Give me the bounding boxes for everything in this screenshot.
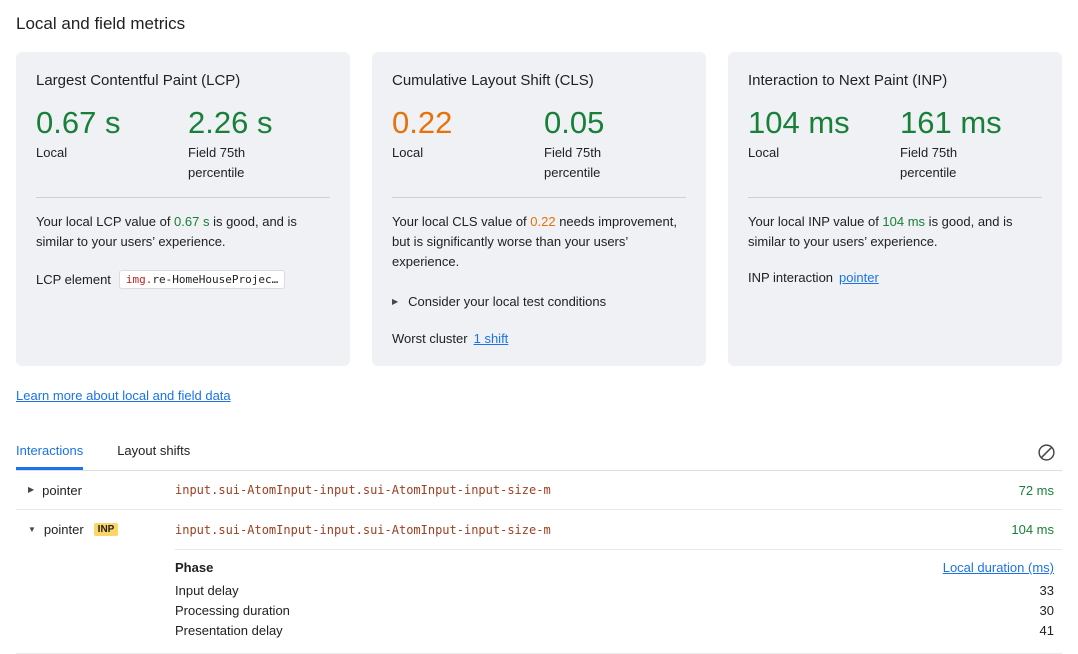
- lcp-field-metric: 2.26 s Field 75th percentile: [188, 105, 330, 183]
- cls-description: Your local CLS value of 0.22 needs impro…: [392, 212, 686, 272]
- lcp-local-value: 0.67 s: [36, 105, 121, 140]
- inp-card-title: Interaction to Next Paint (INP): [748, 72, 948, 89]
- cls-field-value: 0.05: [544, 105, 605, 140]
- local-duration-header-link[interactable]: Local duration (ms): [942, 560, 1054, 575]
- inp-desc-prefix: Your local INP value of: [748, 214, 883, 229]
- lcp-element-chip-rest: re-HomeHouseProjec…: [152, 273, 279, 286]
- inp-local-value: 104 ms: [748, 105, 850, 140]
- phase-header: Phase: [175, 560, 214, 575]
- phase-row-processing-duration: Processing duration 30: [175, 601, 1054, 621]
- interactions-table: ▶ pointer input.sui-AtomInput-input.sui-…: [16, 471, 1062, 654]
- lcp-metrics: 0.67 s Local 2.26 s Field 75th percentil…: [36, 105, 330, 183]
- cls-field-label: Field 75th percentile: [544, 145, 602, 180]
- tabs-bar: Interactions Layout shifts: [16, 437, 1062, 471]
- lcp-local-label: Local: [36, 145, 68, 160]
- inp-interaction-link[interactable]: pointer: [839, 270, 879, 285]
- phase-label: Presentation delay: [175, 623, 283, 638]
- phase-label: Input delay: [175, 583, 239, 598]
- learn-more-link[interactable]: Learn more about local and field data: [16, 388, 231, 403]
- inp-local-label: Local: [748, 145, 780, 160]
- divider: [748, 197, 1042, 198]
- worst-cluster-label: Worst cluster: [392, 331, 468, 346]
- worst-cluster-row: Worst cluster 1 shift: [392, 331, 686, 346]
- lcp-desc-suffix: is good, and is similar to your users’ e…: [36, 214, 297, 249]
- disclosure-label: Consider your local test conditions: [408, 294, 607, 309]
- inp-field-label: Field 75th percentile: [900, 145, 958, 180]
- lcp-card: Largest Contentful Paint (LCP) 0.67 s Lo…: [16, 52, 350, 366]
- interaction-row-group-expanded: ▼ pointer INP input.sui-AtomInput-input.…: [16, 510, 1062, 654]
- lcp-field-value: 2.26 s: [188, 105, 273, 140]
- interaction-name: pointer: [43, 522, 84, 537]
- chevron-right-icon[interactable]: ▶: [28, 485, 35, 494]
- clear-filter-button[interactable]: [1037, 443, 1062, 470]
- inp-interaction-row: INP interaction pointer: [748, 270, 1042, 285]
- cls-metrics: 0.22 Local 0.05 Field 75th percentile: [392, 105, 686, 183]
- inp-description: Your local INP value of 104 ms is good, …: [748, 212, 1042, 252]
- cls-desc-suffix: needs improvement, but is significantly …: [392, 214, 677, 269]
- lcp-desc-prefix: Your local LCP value of: [36, 214, 175, 229]
- cls-local-value: 0.22: [392, 105, 453, 140]
- phase-row-presentation-delay: Presentation delay 41: [175, 621, 1054, 641]
- cls-desc-prefix: Your local CLS value of: [392, 214, 531, 229]
- interaction-duration: 104 ms: [1011, 522, 1054, 537]
- lcp-card-title: Largest Contentful Paint (LCP): [36, 72, 241, 89]
- lcp-description: Your local LCP value of 0.67 s is good, …: [36, 212, 330, 252]
- lcp-local-metric: 0.67 s Local: [36, 105, 188, 183]
- interaction-row-pointer-2[interactable]: ▼ pointer INP input.sui-AtomInput-input.…: [16, 510, 1062, 549]
- lcp-element-chip-tag: img.: [125, 273, 153, 286]
- inp-metrics: 104 ms Local 161 ms Field 75th percentil…: [748, 105, 1042, 183]
- interaction-row-left: ▶ pointer: [16, 483, 175, 498]
- lcp-field-label: Field 75th percentile: [188, 145, 246, 180]
- interaction-target-selector: input.sui-AtomInput-input.sui-AtomInput-…: [175, 522, 551, 537]
- page-title: Local and field metrics: [16, 14, 186, 33]
- divider: [36, 197, 330, 198]
- block-icon: [1037, 443, 1056, 462]
- worst-cluster-link[interactable]: 1 shift: [473, 331, 509, 346]
- cls-local-label: Local: [392, 145, 424, 160]
- phase-value: 33: [1039, 583, 1054, 598]
- lcp-element-row: LCP element img.re-HomeHouseProjec…: [36, 270, 330, 289]
- inp-desc-value: 104 ms: [882, 214, 926, 229]
- lcp-element-chip[interactable]: img.re-HomeHouseProjec…: [118, 270, 286, 289]
- cls-local-metric: 0.22 Local: [392, 105, 544, 183]
- phase-detail-header: Phase Local duration (ms): [175, 560, 1054, 575]
- lcp-element-label: LCP element: [36, 272, 111, 287]
- tab-interactions[interactable]: Interactions: [16, 437, 83, 470]
- inp-field-metric: 161 ms Field 75th percentile: [900, 105, 1042, 183]
- inp-desc-suffix: is good, and is similar to your users’ e…: [748, 214, 1013, 249]
- interaction-row-left: ▼ pointer INP: [16, 522, 175, 537]
- metric-cards: Largest Contentful Paint (LCP) 0.67 s Lo…: [16, 52, 1062, 366]
- tab-layout-shifts[interactable]: Layout shifts: [117, 443, 191, 458]
- phase-row-input-delay: Input delay 33: [175, 581, 1054, 601]
- chevron-right-icon: ▶: [392, 296, 399, 306]
- chevron-down-icon[interactable]: ▼: [28, 524, 36, 534]
- divider: [392, 197, 686, 198]
- interaction-duration: 72 ms: [1018, 482, 1054, 498]
- inp-local-metric: 104 ms Local: [748, 105, 900, 183]
- local-test-conditions-disclosure[interactable]: ▶ Consider your local test conditions: [392, 294, 686, 309]
- cls-field-metric: 0.05 Field 75th percentile: [544, 105, 686, 183]
- phase-value: 41: [1039, 623, 1054, 638]
- phase-label: Processing duration: [175, 603, 290, 618]
- inp-badge: INP: [93, 523, 119, 536]
- phase-value: 30: [1039, 603, 1054, 618]
- inp-field-value: 161 ms: [900, 105, 1002, 140]
- interaction-target-selector: input.sui-AtomInput-input.sui-AtomInput-…: [175, 483, 551, 497]
- interaction-name: pointer: [42, 482, 82, 498]
- inp-card: Interaction to Next Paint (INP) 104 ms L…: [728, 52, 1062, 366]
- interaction-phase-detail: Phase Local duration (ms) Input delay 33…: [175, 549, 1062, 653]
- interaction-row-pointer-1[interactable]: ▶ pointer input.sui-AtomInput-input.sui-…: [16, 471, 1062, 510]
- cls-desc-value: 0.22: [530, 214, 556, 229]
- inp-interaction-label: INP interaction: [748, 270, 834, 285]
- lcp-desc-value: 0.67 s: [174, 214, 210, 229]
- cls-card-title: Cumulative Layout Shift (CLS): [392, 72, 594, 89]
- cls-card: Cumulative Layout Shift (CLS) 0.22 Local…: [372, 52, 706, 366]
